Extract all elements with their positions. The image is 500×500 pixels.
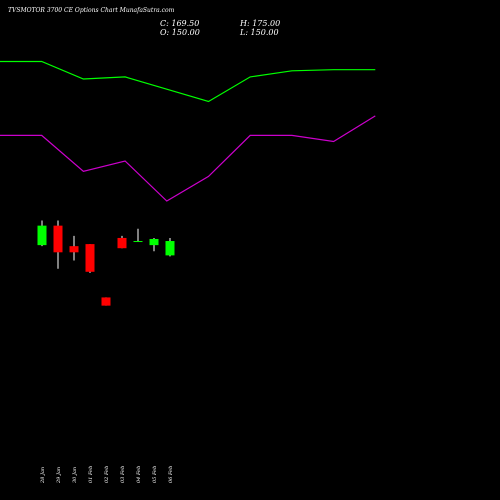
candle-body [69,246,79,253]
low-value: L: 150.00 [240,28,279,37]
candle-body [117,237,127,249]
x-tick-label: 29 Jan [56,467,62,484]
candle-body [37,225,47,246]
high-value: H: 175.00 [240,19,281,28]
x-tick-label: 05 Feb [152,466,158,483]
x-tick-label: 01 Feb [88,466,94,483]
candle-body [149,238,159,246]
candle-body [53,225,63,253]
x-tick-label: 30 Jan [72,467,78,483]
candle-body [133,241,143,243]
x-tick-label: 06 Feb [168,466,174,483]
x-tick-label: 28 Jan [40,467,46,484]
candle-body [101,297,111,306]
upper-band-line [0,60,376,103]
open-value: O: 150.00 [160,28,200,37]
x-tick-label: 02 Feb [104,466,110,483]
chart-title: TVSMOTOR 3700 CE Options Chart MunafaSut… [8,7,175,14]
candle-body [165,241,175,256]
x-tick-label: 03 Feb [120,466,126,483]
candle-body [85,244,95,272]
lower-band-line [0,115,376,202]
x-tick-label: 04 Feb [136,466,142,483]
close-value: C: 169.50 [160,19,200,28]
